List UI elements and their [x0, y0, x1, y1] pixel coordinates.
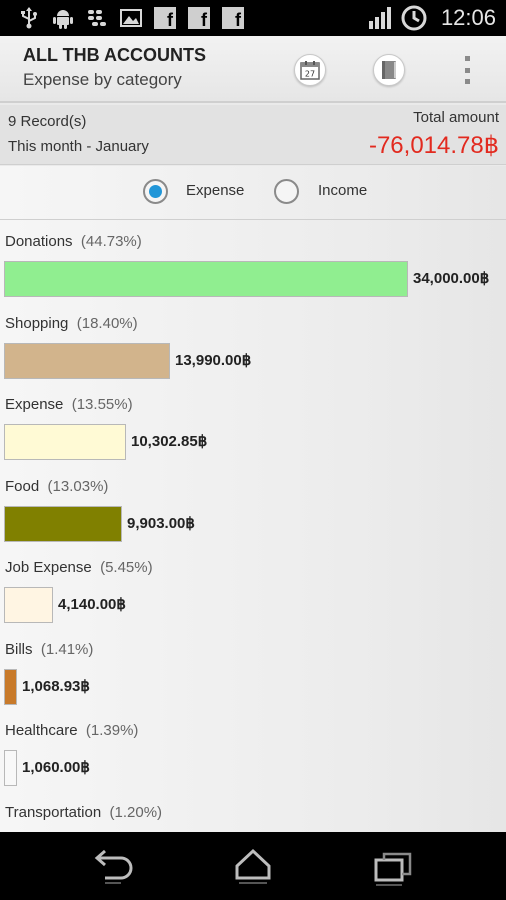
category-bar[interactable]: [4, 424, 126, 460]
record-count: 9 Record(s): [8, 113, 87, 130]
category-label: Expense (13.55%): [5, 396, 133, 413]
sync-icon: [401, 5, 427, 31]
book-icon: [382, 61, 396, 79]
action-bar: ALL THB ACCOUNTS Expense by category 27: [0, 36, 506, 103]
category-percent: (13.03%): [47, 477, 109, 495]
calendar-day: 27: [305, 70, 315, 79]
expense-radio-label[interactable]: Expense: [186, 182, 245, 199]
total-amount-value: -76,014.78฿: [368, 132, 499, 159]
category-bar[interactable]: [4, 750, 17, 786]
category-bar[interactable]: [4, 668, 17, 705]
category-label: Food (13.03%): [5, 478, 108, 495]
total-amount-label: Total amount: [413, 109, 499, 126]
overflow-menu-icon[interactable]: [459, 54, 475, 86]
usb-icon: [18, 7, 40, 29]
category-amount: 1,060.00฿: [22, 759, 90, 776]
category-percent: (1.41%): [40, 640, 94, 658]
facebook-icon: f: [222, 7, 244, 29]
category-bar[interactable]: [4, 505, 122, 542]
period-label: This month - January: [8, 138, 149, 155]
recent-apps-icon: [374, 852, 412, 886]
income-radio-label[interactable]: Income: [318, 182, 368, 199]
category-name: Food: [5, 477, 40, 495]
category-name: Donations: [5, 233, 73, 250]
summary-header: 9 Record(s) This month - January Total a…: [0, 105, 506, 165]
facebook-icon: f: [188, 7, 210, 29]
page-subtitle: Expense by category: [23, 70, 182, 89]
income-radio[interactable]: [274, 179, 299, 204]
category-label: Bills (1.41%): [5, 641, 93, 658]
category-name: Shopping: [5, 314, 69, 332]
back-button[interactable]: [90, 844, 136, 890]
category-name: Expense: [5, 396, 64, 413]
category-amount: 9,903.00฿: [127, 514, 195, 532]
navigation-bar: [0, 832, 506, 900]
category-name: Healthcare: [5, 722, 78, 739]
category-percent: (13.55%): [71, 396, 133, 413]
facebook-icon: f: [154, 7, 176, 29]
category-label: Healthcare (1.39%): [5, 722, 138, 739]
category-percent: (1.39%): [85, 722, 139, 739]
category-name: Transportation: [5, 803, 102, 821]
category-amount: 4,140.00฿: [58, 596, 126, 613]
category-amount: 34,000.00฿: [413, 270, 490, 287]
category-bar[interactable]: [4, 342, 170, 379]
category-percent: (1.20%): [109, 803, 163, 821]
home-button[interactable]: [230, 844, 276, 890]
category-bar[interactable]: [4, 261, 408, 297]
back-icon: [94, 849, 133, 884]
category-list[interactable]: Expense Income Donations (44.73%) 34,000.…: [0, 166, 506, 832]
category-label: Shopping (18.40%): [5, 315, 138, 332]
calendar-button[interactable]: 27: [294, 54, 326, 86]
category-bar[interactable]: [4, 587, 53, 623]
category-label: Job Expense (5.45%): [5, 559, 153, 576]
category-percent: (18.40%): [76, 314, 138, 332]
signal-icon: [367, 7, 393, 29]
page-title: ALL THB ACCOUNTS: [23, 45, 206, 65]
category-name: Job Expense: [5, 559, 92, 576]
type-toggle: Expense Income: [0, 166, 506, 220]
category-label: Transportation (1.20%): [5, 804, 162, 821]
category-name: Bills: [5, 640, 33, 658]
status-bar: f f f 12:06: [0, 0, 506, 36]
image-icon: [120, 7, 142, 29]
category-label: Donations (44.73%): [5, 233, 142, 250]
home-icon: [235, 848, 271, 884]
blackberry-icon: [86, 7, 108, 29]
category-percent: (5.45%): [100, 559, 153, 576]
book-button[interactable]: [373, 54, 405, 86]
category-amount: 13,990.00฿: [175, 351, 252, 369]
category-amount: 10,302.85฿: [131, 433, 208, 450]
expense-radio[interactable]: [143, 179, 168, 204]
category-amount: 1,068.93฿: [22, 677, 90, 695]
calendar-icon: 27: [300, 61, 320, 80]
category-percent: (44.73%): [80, 233, 142, 250]
android-icon: [52, 7, 74, 29]
category-bar[interactable]: [4, 831, 15, 832]
status-clock: 12:06: [440, 5, 496, 30]
recent-apps-button[interactable]: [370, 844, 416, 890]
